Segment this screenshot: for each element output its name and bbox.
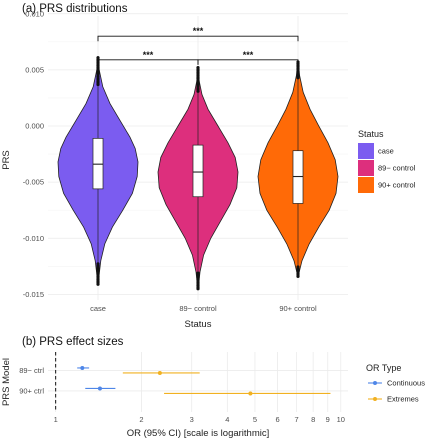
legend-label: 89− control: [378, 164, 416, 173]
y-tick-label: -0.010: [23, 234, 44, 243]
forest-y-ticks: 89− ctrl 90+ ctrl: [19, 366, 44, 396]
significance-label: ***: [243, 50, 254, 60]
violin-x-ticks: case 89− control 90+ control: [90, 304, 317, 313]
y-tick-label: 0.005: [25, 65, 44, 74]
outlier-point: [96, 262, 100, 266]
box: [192, 144, 204, 198]
significance-brackets: *** *** ***: [97, 26, 299, 65]
violin-chart: (a) PRS distributions 0.010 0.005 0.000 -0.…: [1, 3, 416, 330]
status-legend: Status case 89− control 90+ control: [358, 129, 416, 193]
or-point: [248, 391, 253, 396]
x-tick-label: 8: [311, 415, 315, 424]
outlier-point: [196, 66, 200, 70]
x-tick-label: 9: [326, 415, 330, 424]
y-tick-label: 89− ctrl: [19, 366, 44, 375]
y-tick-label: 90+ ctrl: [19, 387, 44, 396]
forest-plot-panel: [48, 352, 348, 412]
legend-swatch: [358, 160, 374, 176]
outlier-point: [296, 265, 300, 269]
forest-x-ticks: 1 2 3 4 5 6 7 8 9 10: [54, 415, 345, 424]
x-tick-label: 3: [190, 415, 194, 424]
forest-chart: (b) PRS effect sizes 1 2 3 4 5 6 7 8 9 10 89− ctr…: [1, 336, 425, 439]
status-legend-title: Status: [358, 129, 384, 139]
significance-bracket: [197, 59, 299, 65]
significance-label: ***: [143, 50, 154, 60]
x-tick-label: 6: [275, 415, 279, 424]
x-tick-label: 2: [139, 415, 143, 424]
forest-gridlines: [48, 352, 348, 412]
x-tick-label: 1: [54, 415, 58, 424]
violin-y-axis-label: PRS: [1, 150, 12, 170]
violins: [57, 56, 339, 291]
or-point: [157, 370, 162, 375]
x-tick-label: 4: [225, 415, 229, 424]
legend-swatch: [358, 177, 374, 193]
x-tick-label: 89− control: [179, 304, 217, 313]
legend-point: [373, 381, 377, 385]
violin-x-axis-label: Status: [185, 319, 212, 330]
legend-point: [373, 397, 377, 401]
y-tick-label: 0.000: [25, 122, 44, 131]
box: [92, 138, 104, 190]
significance-bracket: [97, 35, 299, 42]
legend-label: 90+ control: [378, 181, 416, 190]
legend-label: Continuous: [387, 379, 425, 388]
outlier-point: [96, 56, 100, 60]
forest-y-axis-label: PRS Model: [1, 358, 12, 406]
or-type-legend: OR Type Continuous Extremes: [366, 363, 425, 404]
x-tick-label: 90+ control: [279, 304, 317, 313]
x-tick-label: 5: [253, 415, 257, 424]
x-tick-label: case: [90, 304, 106, 313]
violin-y-ticks: 0.010 0.005 0.000 -0.005 -0.010 -0.015: [23, 9, 44, 299]
forest-x-axis-label: OR (95% CI) [scale is logarithmic]: [127, 428, 270, 439]
forest-chart-title: (b) PRS effect sizes: [22, 336, 124, 348]
or-type-legend-title: OR Type: [366, 363, 401, 373]
or-point: [80, 365, 85, 370]
y-tick-label: -0.005: [23, 178, 44, 187]
forest-marks: [55, 352, 331, 412]
box: [292, 150, 304, 204]
outlier-point: [196, 271, 200, 275]
legend-label: Extremes: [387, 395, 419, 404]
x-tick-label: 7: [295, 415, 299, 424]
violin-chart-title: (a) PRS distributions: [22, 3, 128, 15]
or-point: [97, 386, 102, 391]
legend-label: case: [378, 147, 394, 156]
y-tick-label: 0.010: [25, 9, 44, 18]
legend-swatch: [358, 143, 374, 159]
significance-label: ***: [193, 26, 204, 36]
x-tick-label: 10: [337, 415, 345, 424]
y-tick-label: -0.015: [23, 290, 44, 299]
